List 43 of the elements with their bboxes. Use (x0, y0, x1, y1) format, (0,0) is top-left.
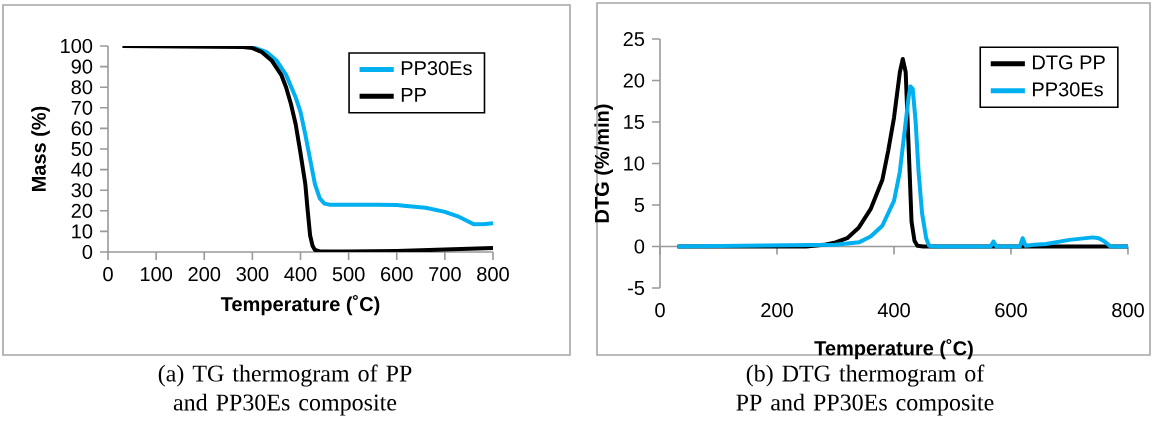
x-tick-label: 700 (429, 267, 461, 282)
x-tick-label: 800 (477, 267, 509, 282)
y-tick-label: 10 (624, 156, 645, 171)
x-tick-label: 200 (761, 303, 793, 318)
y-tick-label: 0 (634, 239, 645, 254)
x-tick-label: 600 (381, 267, 413, 282)
y-axis-title: Mass (%) (31, 106, 50, 191)
y-tick-label: 90 (71, 59, 93, 74)
x-tick-label: 0 (103, 267, 113, 282)
y-tick-label: 5 (634, 198, 645, 212)
y-tick-label: 70 (71, 100, 93, 115)
y-tick-label: 40 (71, 162, 93, 177)
y-tick-label: 100 (61, 38, 93, 54)
y-tick-label: 0 (82, 244, 93, 260)
x-axis-title: Temperature (˚C) (814, 339, 973, 360)
x-axis-title: Temperature (˚C) (220, 294, 380, 316)
y-tick-label: 15 (624, 115, 645, 129)
y-tick-label: 20 (623, 73, 645, 88)
x-tick-label: 400 (284, 267, 317, 282)
y-tick-label: -5 (628, 281, 645, 295)
y-tick-label: 50 (71, 141, 93, 157)
x-tick-label: 0 (655, 303, 665, 318)
y-tick-label: 20 (71, 203, 93, 218)
x-tick-label: 200 (188, 267, 221, 282)
legend-label: PP30Es (401, 60, 472, 76)
text: (a) TG thermogram of PP and PP30Es composite (158, 364, 412, 416)
legend-label: PP (401, 87, 426, 102)
x-tick-label: 300 (236, 267, 269, 282)
legend-label: DTG PP (1033, 55, 1105, 70)
x-tick-label: 800 (1112, 303, 1144, 318)
y-axis-title: DTG (%/min) (594, 104, 613, 223)
y-tick-label: 80 (71, 80, 93, 95)
y-tick-label: 10 (72, 224, 93, 239)
x-tick-label: 600 (995, 303, 1027, 318)
y-tick-label: 30 (71, 183, 93, 198)
legend-label: PP30Es (1033, 82, 1103, 97)
line-series (120, 46, 493, 253)
x-tick-label: 400 (877, 303, 910, 318)
x-tick-label: 100 (140, 267, 173, 282)
y-tick-label: 60 (71, 121, 93, 136)
x-tick-label: 500 (332, 267, 365, 282)
text: (b) DTG thermogram of PP and PP30Es composite (736, 364, 994, 416)
y-tick-label: 25 (623, 31, 645, 47)
